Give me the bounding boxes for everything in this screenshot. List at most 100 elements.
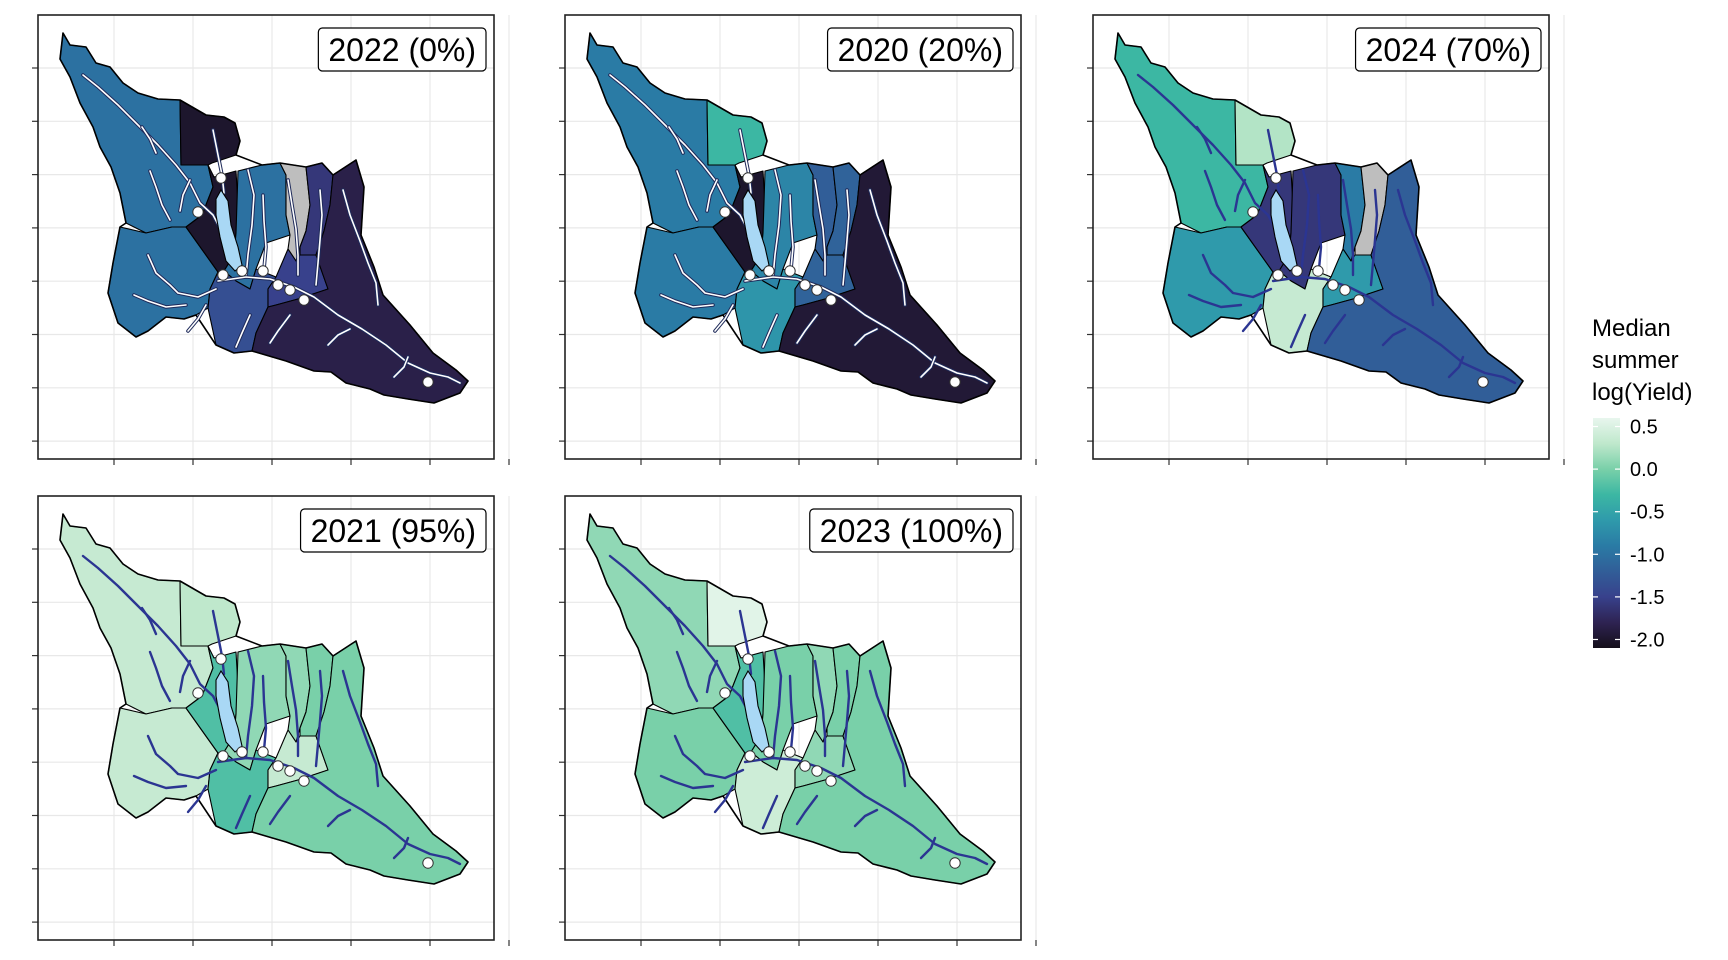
stream-line [771, 649, 783, 760]
site-point-marker [192, 206, 204, 218]
site-point-marker [1339, 284, 1351, 296]
site-point-marker [784, 746, 796, 758]
legend-title-line-2: summer [1592, 347, 1679, 374]
stream-line [81, 554, 223, 713]
stream-line [744, 276, 988, 384]
legend-ticks: 0.5 0.0 -0.5 -1.0 -1.5 -2.0 [1593, 417, 1664, 651]
site-point-marker [825, 775, 837, 787]
lake-polygon [215, 669, 243, 753]
stream-line [608, 554, 750, 713]
site-point-marker [1270, 172, 1282, 184]
stream-line [796, 314, 818, 344]
panel-label: 2023 (100%) [809, 508, 1014, 553]
stream-line [609, 74, 749, 231]
stream-line [314, 669, 324, 768]
stream-line [179, 179, 191, 212]
panel-label-text: 2021 (95%) [311, 513, 476, 549]
basin-outline [1114, 32, 1524, 404]
stream-line [1316, 193, 1323, 271]
basin-map [59, 513, 469, 885]
panel-label-box [1354, 27, 1542, 72]
site-point-marker [825, 294, 837, 306]
panel-label-text: 2020 (20%) [838, 32, 1003, 68]
stream-line [854, 328, 878, 346]
stream-line [813, 659, 827, 758]
site-point-marker [236, 746, 248, 758]
stream-line [1266, 128, 1281, 195]
stream-line [713, 784, 735, 814]
stream-line [211, 609, 226, 676]
stream-line [1447, 355, 1465, 379]
site-point-marker [236, 265, 248, 277]
site-point-marker [422, 857, 434, 869]
site-points [719, 653, 961, 869]
basin-map [586, 32, 996, 404]
stream-line [920, 356, 936, 378]
lake-polygon [215, 188, 243, 272]
stream-line [187, 304, 207, 332]
stream-line [1271, 275, 1517, 385]
site-point-marker [744, 269, 756, 281]
site-point-marker [284, 765, 296, 777]
stream-line [772, 169, 782, 278]
site-point-marker [744, 750, 756, 762]
stream-line [673, 734, 745, 780]
stream-network [1136, 73, 1517, 385]
stream-line [1233, 178, 1247, 213]
stream-line [868, 669, 907, 788]
site-points [192, 172, 434, 388]
stream-line [1187, 293, 1243, 309]
stream-line [147, 254, 217, 298]
legend-tick-label: -1.5 [1630, 587, 1664, 609]
stream-network [81, 554, 462, 866]
stream-line [393, 356, 409, 378]
panel-label: 2020 (20%) [826, 27, 1014, 72]
map-panels: 2022 (0%) 2020 (20%) 2024 (70%) 2021 (95%) 2… [32, 14, 1565, 946]
stream-line [315, 189, 323, 286]
stream-line [327, 328, 351, 346]
stream-line [1341, 178, 1355, 277]
stream-line [853, 808, 879, 828]
panel-border [564, 14, 1022, 460]
stream-line [342, 189, 379, 306]
stream-line [842, 189, 850, 286]
color-legend: Median summer log(Yield) 0.5 0.0 -0.5 -1.0 -… [1592, 315, 1693, 651]
stream-line [178, 659, 192, 694]
stream-line [675, 650, 699, 703]
stream-line [660, 294, 714, 308]
site-point-marker [949, 376, 961, 388]
stream-network [608, 554, 989, 866]
stream-line [326, 808, 352, 828]
stream-line [705, 659, 719, 694]
stream-line [738, 609, 753, 676]
stream-line [714, 304, 734, 332]
lake-polygon [742, 188, 770, 272]
stream-line [1289, 313, 1307, 349]
stream-line [140, 606, 158, 636]
panel-label-text: 2023 (100%) [820, 513, 1003, 549]
stream-line [149, 170, 171, 221]
site-point-marker [1247, 206, 1259, 218]
stream-line [133, 294, 187, 308]
stream-line [1299, 168, 1311, 279]
site-point-marker [742, 653, 754, 665]
site-points [719, 172, 961, 388]
site-point-marker [257, 265, 269, 277]
stream-line [146, 734, 218, 780]
stream-line [674, 254, 744, 298]
site-point-marker [811, 284, 823, 296]
stream-line [1241, 303, 1263, 333]
site-point-marker [215, 172, 227, 184]
site-point-marker [257, 746, 269, 758]
site-point-marker [1477, 376, 1489, 388]
stream-line [1195, 125, 1213, 155]
site-point-marker [1327, 279, 1339, 291]
map-panel: 2024 (70%) [1087, 14, 1565, 465]
site-point-marker [217, 269, 229, 281]
stream-line [216, 756, 462, 866]
stream-line [1201, 253, 1273, 299]
site-point-marker [298, 294, 310, 306]
basin-map [59, 32, 469, 404]
panel-label: 2021 (95%) [299, 508, 487, 553]
